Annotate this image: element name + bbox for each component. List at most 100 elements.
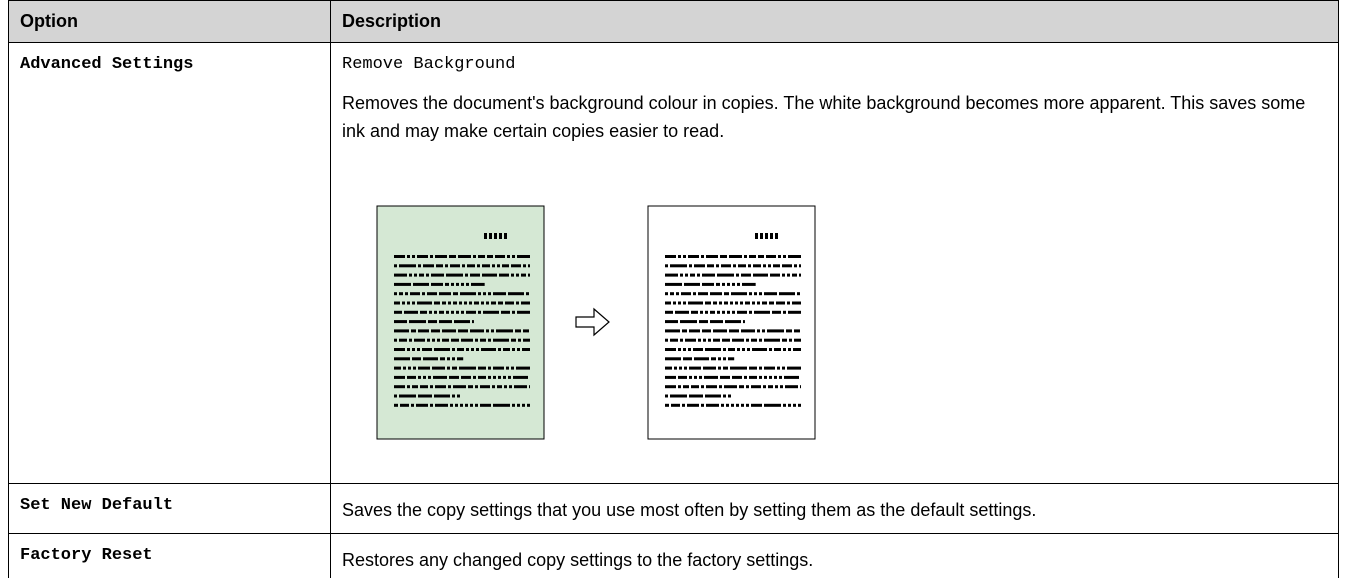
- dash: [716, 264, 719, 268]
- dash: [418, 329, 429, 333]
- text-lines: [394, 233, 530, 407]
- dash: [764, 338, 780, 342]
- dash: [439, 320, 452, 324]
- dash: [493, 366, 504, 370]
- dash: [493, 292, 506, 296]
- dash: [682, 329, 687, 333]
- dash: [414, 273, 417, 277]
- dash: [445, 282, 449, 286]
- dash: [759, 292, 762, 296]
- dash: [752, 348, 767, 351]
- dash: [778, 255, 781, 258]
- dash: [459, 301, 462, 305]
- dash: [491, 329, 494, 333]
- dash: [678, 385, 681, 389]
- dash: [755, 233, 758, 239]
- dash: [412, 357, 421, 361]
- dash: [665, 329, 680, 333]
- dash: [782, 264, 792, 268]
- dash: [493, 375, 496, 379]
- dash: [402, 301, 405, 305]
- dash: [751, 403, 762, 407]
- dash: [462, 264, 465, 268]
- dash: [481, 301, 484, 305]
- dash: [788, 348, 791, 351]
- dash: [418, 366, 430, 370]
- dash: [718, 357, 721, 361]
- dash: [473, 375, 476, 379]
- dash: [511, 338, 516, 342]
- dash: [680, 338, 683, 342]
- dash: [468, 385, 473, 389]
- dash: [418, 264, 421, 268]
- dash: [394, 320, 407, 324]
- dash: [705, 310, 708, 314]
- dash: [740, 301, 743, 305]
- dash: [410, 292, 420, 296]
- dash: [439, 292, 451, 296]
- dash: [683, 348, 686, 351]
- dash: [457, 394, 460, 398]
- dash: [427, 292, 437, 296]
- dash: [670, 338, 678, 342]
- dash: [775, 385, 778, 389]
- dash: [471, 348, 474, 351]
- dash: [521, 301, 530, 305]
- dash: [454, 320, 470, 324]
- dash: [694, 357, 709, 361]
- option-cell: Factory Reset: [8, 533, 330, 578]
- dash: [749, 292, 752, 296]
- dash: [757, 301, 760, 305]
- dash: [418, 375, 421, 379]
- dash: [491, 301, 496, 305]
- dash: [688, 255, 699, 258]
- dash: [394, 273, 407, 277]
- dash: [478, 255, 485, 258]
- dash: [723, 394, 726, 398]
- dash: [394, 329, 409, 333]
- dash: [705, 348, 721, 351]
- dash: [786, 329, 792, 333]
- dash: [762, 329, 765, 333]
- dash: [501, 310, 510, 314]
- dash: [416, 403, 428, 407]
- dash: [670, 264, 687, 268]
- dash: [426, 273, 429, 277]
- dash: [433, 375, 447, 379]
- dash: [788, 403, 791, 407]
- header-cell: Option: [8, 0, 330, 42]
- dash: [529, 385, 530, 389]
- dash: [420, 310, 427, 314]
- dash: [764, 403, 781, 407]
- dash: [749, 375, 757, 379]
- dash: [779, 375, 782, 379]
- dash: [675, 310, 689, 314]
- dash: [684, 366, 687, 370]
- dash: [456, 282, 459, 286]
- dash: [430, 403, 433, 407]
- dash: [394, 338, 397, 342]
- dash: [434, 394, 450, 398]
- dash: [749, 366, 757, 370]
- dash: [478, 292, 481, 296]
- dash: [461, 310, 464, 314]
- dash: [680, 320, 697, 324]
- dash: [681, 292, 691, 296]
- dash: [407, 385, 410, 389]
- dash: [470, 273, 480, 277]
- dash: [698, 292, 708, 296]
- dash: [475, 385, 478, 389]
- dash: [665, 385, 676, 389]
- dash: [689, 366, 701, 370]
- dash: [724, 385, 737, 389]
- dash: [435, 403, 448, 407]
- dash: [794, 338, 801, 342]
- dash: [407, 375, 416, 379]
- dash: [713, 338, 720, 342]
- dash: [435, 385, 446, 389]
- dash: [523, 338, 530, 342]
- dash: [460, 292, 476, 296]
- dash: [480, 385, 490, 389]
- dash: [760, 233, 763, 239]
